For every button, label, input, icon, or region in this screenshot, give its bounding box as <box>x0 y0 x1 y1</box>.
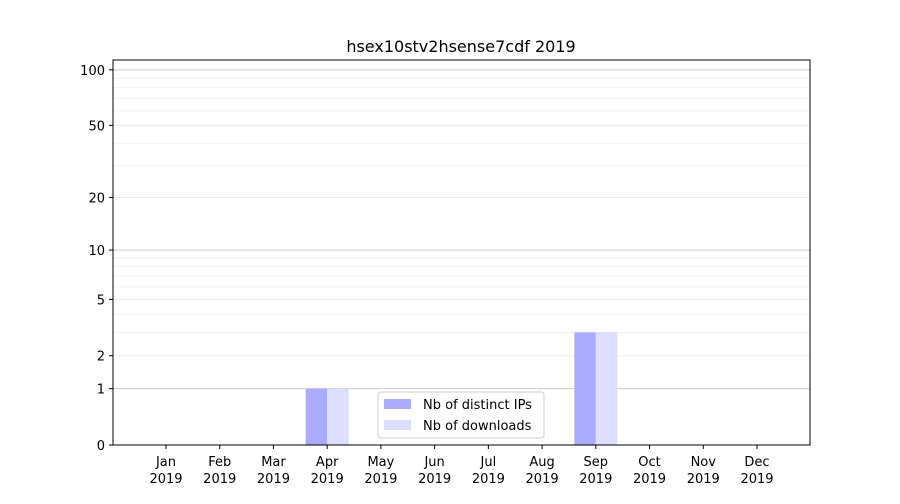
x-tick-label: Jun 2019 <box>418 455 451 487</box>
y-tick-label: 2 <box>97 350 105 365</box>
x-tick-label: Aug 2019 <box>526 455 559 487</box>
y-tick-label: 5 <box>97 293 105 308</box>
x-tick-label: Mar 2019 <box>257 455 290 487</box>
plot-frame <box>112 59 811 446</box>
y-tick-label: 1 <box>97 383 105 398</box>
x-tick-label: May 2019 <box>364 455 397 487</box>
legend: Nb of distinct IPs Nb of downloads <box>377 391 545 439</box>
bar-downloads <box>595 332 618 445</box>
x-tick-label: Jul 2019 <box>472 455 505 487</box>
legend-swatch <box>384 420 411 430</box>
bar-distinct-ips <box>574 332 596 445</box>
legend-label: Nb of distinct IPs <box>423 398 532 413</box>
x-tick-label: Dec 2019 <box>740 455 773 487</box>
x-tick-label: Feb 2019 <box>203 455 236 487</box>
x-tick-label: Nov 2019 <box>687 455 720 487</box>
y-tick-label: 0 <box>97 439 105 454</box>
legend-swatch <box>384 399 411 409</box>
y-tick-label: 50 <box>88 119 105 134</box>
legend-box <box>377 391 545 439</box>
y-tick-label: 100 <box>80 64 105 79</box>
x-tick-label: Apr 2019 <box>311 455 344 487</box>
y-tick-label: 20 <box>88 192 105 207</box>
x-tick-label: Jan 2019 <box>149 455 182 487</box>
x-tick-label: Oct 2019 <box>633 455 666 487</box>
legend-label: Nb of downloads <box>423 419 532 434</box>
x-tick-label: Sep 2019 <box>579 455 612 487</box>
bar-downloads <box>327 388 349 445</box>
bar-distinct-ips <box>305 388 328 445</box>
y-tick-label: 10 <box>88 244 105 259</box>
chart-title: hsex10stv2hsense7cdf 2019 <box>346 37 575 56</box>
